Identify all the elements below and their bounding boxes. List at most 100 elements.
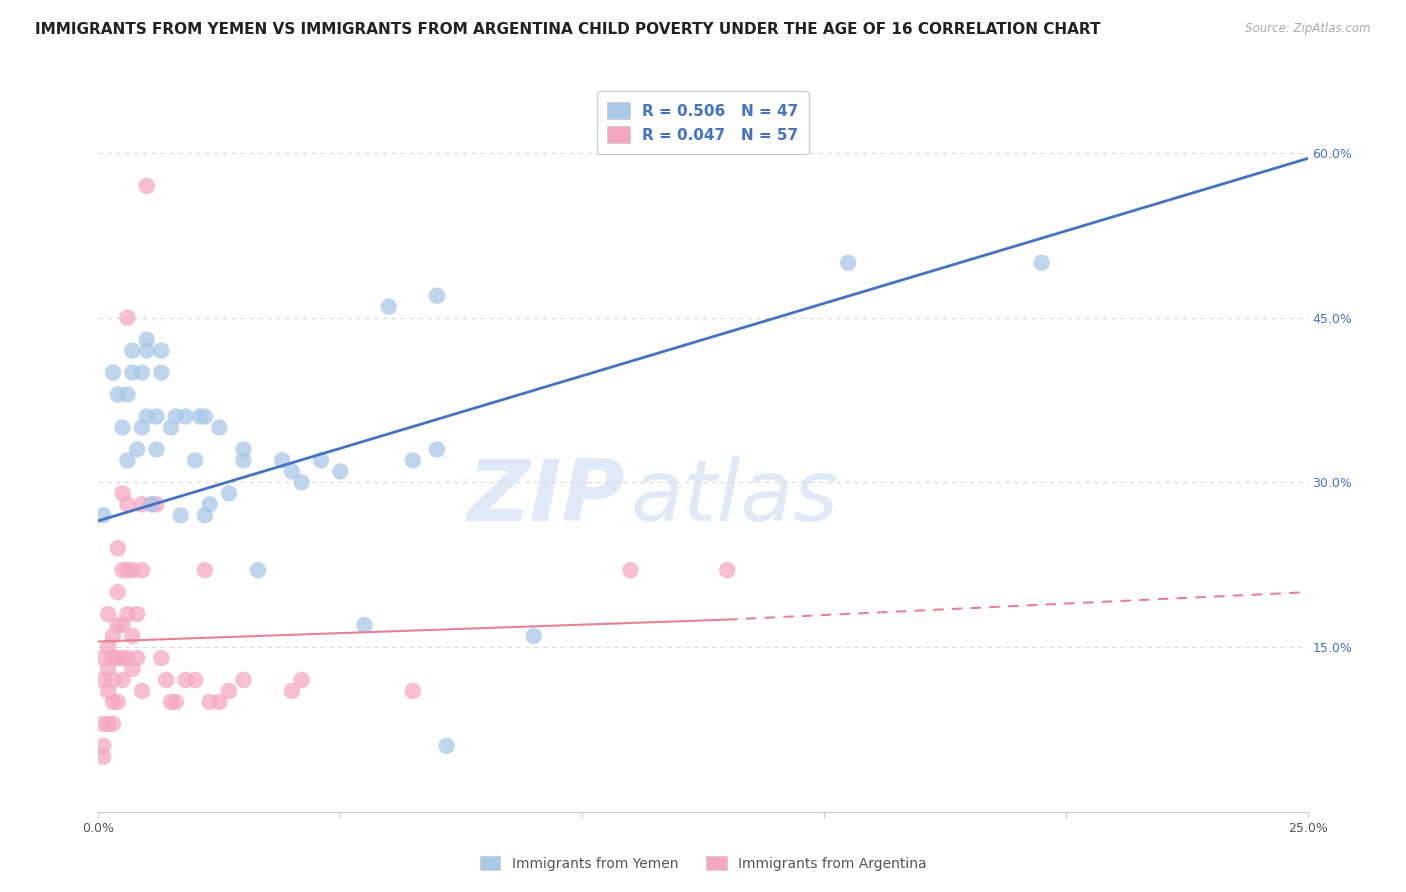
Point [91,739,114,753]
Point [97,684,120,698]
Point [127,442,149,457]
Point [247,563,270,577]
Point [198,497,221,511]
Point [131,497,153,511]
Point [121,662,143,676]
Point [716,563,738,577]
Point [208,420,231,434]
Point [91,651,114,665]
Point [117,497,139,511]
Point [135,343,157,358]
Point [141,497,163,511]
Point [281,464,304,478]
Point [402,684,425,698]
Legend: Immigrants from Yemen, Immigrants from Argentina: Immigrants from Yemen, Immigrants from A… [474,850,932,876]
Point [353,618,375,632]
Point [107,618,129,632]
Point [121,563,143,577]
Point [309,453,332,467]
Point [121,343,143,358]
Point [141,497,163,511]
Point [232,673,254,687]
Point [117,607,139,621]
Point [117,651,139,665]
Point [111,563,134,577]
Point [101,717,124,731]
Point [232,453,254,467]
Point [194,508,217,523]
Point [135,333,157,347]
Point [111,651,134,665]
Point [107,585,129,599]
Point [91,717,114,731]
Point [91,749,114,764]
Point [97,607,120,621]
Point [619,563,641,577]
Point [271,453,294,467]
Point [127,651,149,665]
Point [127,607,149,621]
Text: ZIP: ZIP [467,456,624,540]
Point [198,695,221,709]
Point [165,695,187,709]
Point [218,684,240,698]
Point [117,387,139,401]
Point [97,717,120,731]
Point [117,453,139,467]
Point [837,256,859,270]
Point [145,497,167,511]
Point [135,178,157,193]
Point [107,695,129,709]
Point [194,409,217,424]
Point [101,695,124,709]
Point [91,673,114,687]
Point [121,629,143,643]
Point [107,387,129,401]
Point [402,453,425,467]
Point [121,366,143,380]
Text: Source: ZipAtlas.com: Source: ZipAtlas.com [1246,22,1371,36]
Point [111,673,134,687]
Point [184,673,207,687]
Point [523,629,546,643]
Point [436,739,458,753]
Point [111,486,134,500]
Point [290,673,312,687]
Point [377,300,399,314]
Point [184,453,207,467]
Point [426,442,449,457]
Point [97,640,120,654]
Point [150,366,173,380]
Point [131,420,153,434]
Point [218,486,240,500]
Text: atlas: atlas [630,456,838,540]
Point [160,420,183,434]
Point [208,695,231,709]
Point [194,563,217,577]
Point [174,673,197,687]
Point [290,475,312,490]
Point [1031,256,1053,270]
Point [107,651,129,665]
Point [111,420,134,434]
Point [160,695,183,709]
Point [174,409,197,424]
Point [111,618,134,632]
Legend: R = 0.506   N = 47, R = 0.047   N = 57: R = 0.506 N = 47, R = 0.047 N = 57 [596,92,810,153]
Point [169,508,191,523]
Point [117,310,139,325]
Point [150,343,173,358]
Point [101,673,124,687]
Point [101,366,124,380]
Point [91,508,114,523]
Point [145,442,167,457]
Point [117,563,139,577]
Text: IMMIGRANTS FROM YEMEN VS IMMIGRANTS FROM ARGENTINA CHILD POVERTY UNDER THE AGE O: IMMIGRANTS FROM YEMEN VS IMMIGRANTS FROM… [35,22,1101,37]
Point [97,662,120,676]
Point [232,442,254,457]
Point [150,651,173,665]
Point [188,409,211,424]
Point [281,684,304,698]
Point [131,684,153,698]
Point [155,673,177,687]
